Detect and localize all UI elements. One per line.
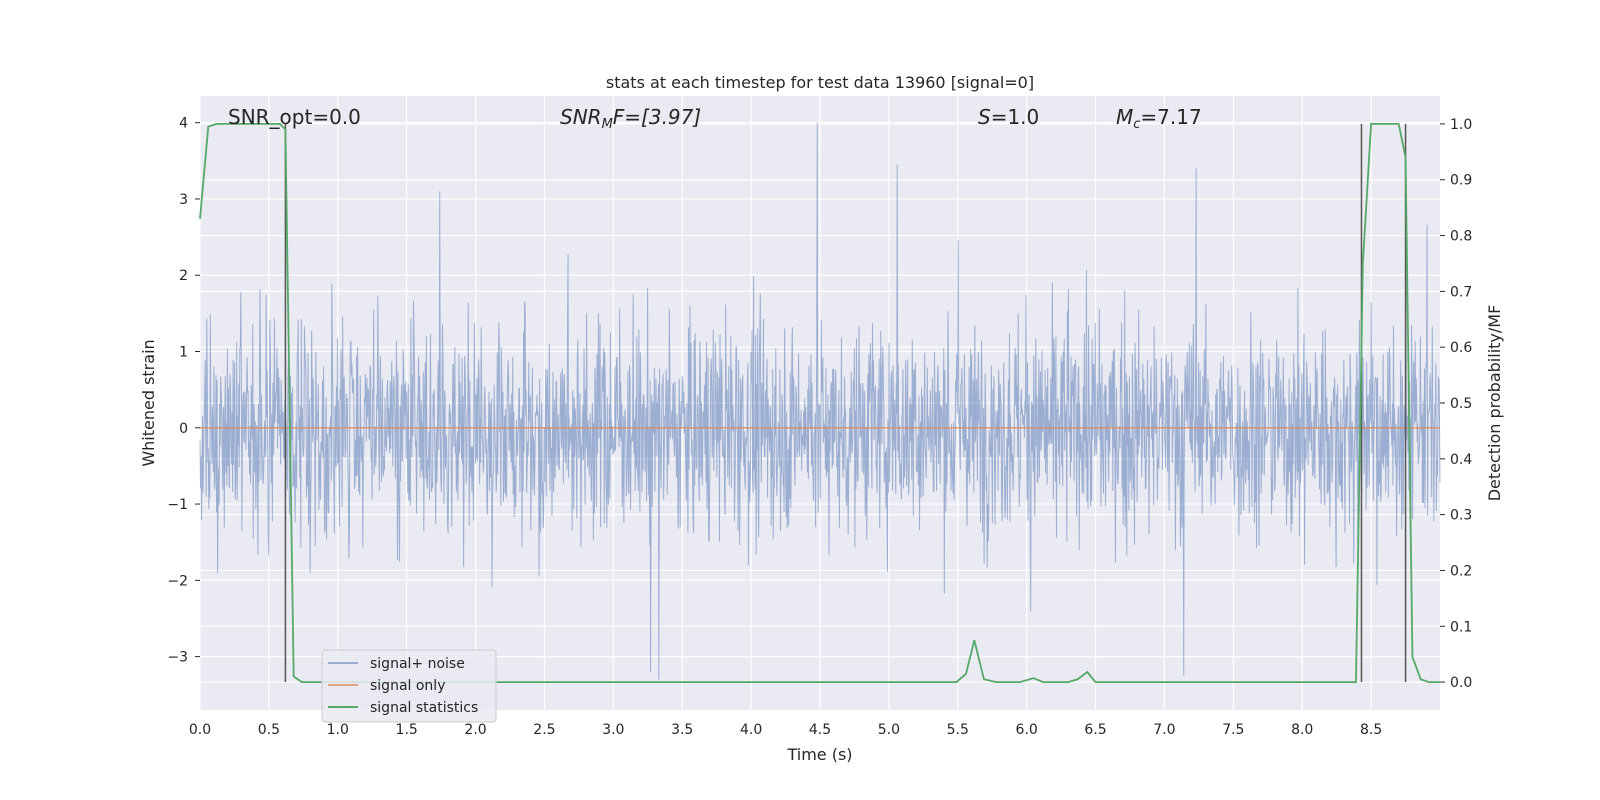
legend-label-signal-statistics: signal statistics [370, 700, 478, 716]
y2-tick-1.0: 1.0 [1450, 117, 1472, 133]
y2-tick-0.9: 0.9 [1450, 173, 1472, 189]
y2-tick-0.4: 0.4 [1450, 452, 1472, 468]
x-tick-8.5: 8.5 [1360, 722, 1382, 738]
y2-tick-0.2: 0.2 [1450, 563, 1472, 579]
x-tick-2.5: 2.5 [533, 722, 555, 738]
y2-axis-label: Detection probability/MF [1485, 305, 1504, 502]
y2-tick-0.7: 0.7 [1450, 284, 1472, 300]
x-tick-7.0: 7.0 [1153, 722, 1175, 738]
series-signal-noise [199, 122, 1441, 680]
chart-title: stats at each timestep for test data 139… [606, 73, 1034, 92]
legend-box [321, 649, 497, 723]
x-tick-2.0: 2.0 [464, 722, 486, 738]
y2-tick-labels: 0.0 0.1 0.2 0.3 0.4 0.5 0.6 0.7 0.8 0.9 1.0 [1440, 117, 1472, 691]
x-tick-7.5: 7.5 [1222, 722, 1244, 738]
y2-tick-0.3: 0.3 [1450, 508, 1472, 524]
y2-tick-0.8: 0.8 [1450, 229, 1472, 245]
x-tick-3.0: 3.0 [602, 722, 624, 738]
mc-subscript: c [1133, 117, 1140, 132]
series-signal-statistics [199, 123, 1440, 683]
x-tick-4.5: 4.5 [809, 722, 831, 738]
signal-noise-line [199, 122, 1441, 680]
mc-value: =7.17 [1140, 105, 1201, 129]
signal-statistics-line [199, 123, 1440, 683]
snr-mf-prefix: SNR [560, 105, 602, 129]
y-tick-2: 2 [179, 268, 188, 284]
x-tick-1.5: 1.5 [396, 722, 418, 738]
y-tick-0: 0 [179, 421, 188, 437]
y-tick-3: 3 [179, 192, 188, 208]
x-tick-8.0: 8.0 [1291, 722, 1313, 738]
x-tick-0.5: 0.5 [258, 722, 280, 738]
y-tick-labels: −3 −2 −1 0 1 2 3 4 [167, 116, 200, 666]
y2-tick-0.0: 0.0 [1450, 675, 1472, 691]
x-axis-label: Time (s) [786, 745, 852, 764]
snr-mf-rest: F=[3.97] [613, 105, 701, 129]
y-axis-label: Whitened strain [139, 339, 158, 466]
legend: signal+ noise signal only signal statist… [321, 649, 497, 723]
x-tick-labels: 0.0 0.5 1.0 1.5 2.0 2.5 3.0 3.5 4.0 4.5 5.0 5.5 6.0 6… [189, 722, 1382, 738]
annotation-snr-mf: SNRMF=[3.97] [560, 105, 701, 132]
x-tick-3.5: 3.5 [671, 722, 693, 738]
x-tick-5.5: 5.5 [947, 722, 969, 738]
y-tick-4: 4 [179, 116, 188, 132]
legend-label-signal-only: signal only [370, 678, 445, 694]
x-tick-0.0: 0.0 [189, 722, 211, 738]
grid-lines [199, 96, 1440, 710]
annotation-snr-opt: SNR_opt=0.0 [228, 105, 361, 129]
mc-symbol: M [1116, 105, 1133, 129]
s-symbol: S [978, 105, 991, 129]
annotation-s: S=1.0 [978, 105, 1039, 129]
y-tick-−2: −2 [167, 573, 188, 589]
x-tick-4.0: 4.0 [740, 722, 762, 738]
y-tick-−1: −1 [167, 497, 188, 513]
y-tick-−3: −3 [167, 650, 188, 666]
y2-tick-0.5: 0.5 [1450, 396, 1472, 412]
y2-tick-0.6: 0.6 [1450, 340, 1472, 356]
legend-label-signal-noise: signal+ noise [370, 656, 465, 672]
x-tick-1.0: 1.0 [327, 722, 349, 738]
y2-tick-0.1: 0.1 [1450, 619, 1472, 635]
y-tick-1: 1 [179, 345, 188, 361]
s-value: =1.0 [991, 105, 1040, 129]
x-tick-6.5: 6.5 [1084, 722, 1106, 738]
snr-mf-subscript: M [602, 117, 613, 132]
annotation-mc: Mc=7.17 [1116, 105, 1202, 132]
x-tick-6.0: 6.0 [1016, 722, 1038, 738]
x-tick-5.0: 5.0 [878, 722, 900, 738]
